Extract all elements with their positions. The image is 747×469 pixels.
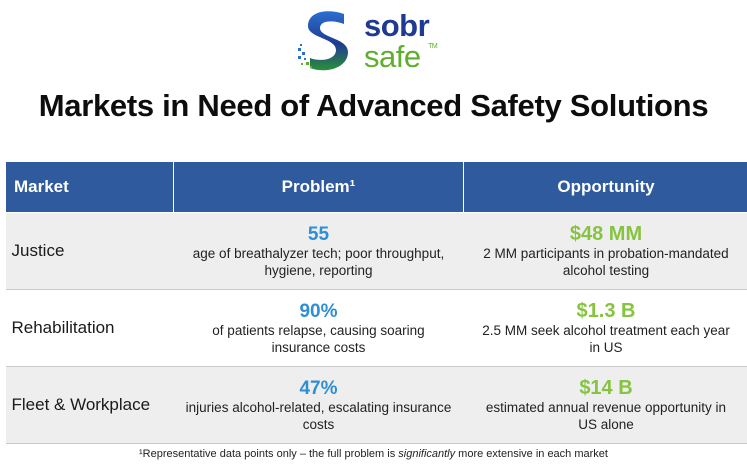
logo-word-safe-text: safe — [364, 39, 421, 74]
problem-description: age of breathalyzer tech; poor throughpu… — [192, 245, 445, 278]
markets-table: Market Problem¹ Opportunity Justice 55 a… — [5, 161, 747, 444]
footnote-emphasis: significantly — [398, 448, 456, 460]
opportunity-stat: $1.3 B — [576, 300, 636, 322]
logo-word-sobr: sobr — [364, 8, 430, 43]
opportunity-stat: $48 MM — [569, 223, 643, 245]
opportunity-description: estimated annual revenue opportunity in … — [485, 400, 727, 432]
opportunity-cell: $48 MM 2 MM participants in probation-ma… — [463, 212, 747, 290]
opportunity-stat: $14 B — [579, 377, 633, 399]
logo-wordmark: sobr safe TM — [364, 8, 438, 74]
problem-stat: 47% — [299, 377, 338, 399]
footnote: ¹Representative data points only – the f… — [0, 448, 747, 460]
problem-description: injuries alcohol-related, escalating ins… — [185, 399, 452, 432]
problem-stat: 55 — [307, 223, 330, 245]
opportunity-cell: $14 B estimated annual revenue opportuni… — [463, 366, 747, 444]
table-row: Justice 55 age of breathalyzer tech; poo… — [5, 212, 747, 290]
header-opportunity: Opportunity — [463, 161, 747, 213]
problem-description: of patients relapse, causing soaring ins… — [212, 322, 425, 355]
opportunity-description: 2 MM participants in probation-mandated … — [483, 246, 729, 278]
problem-cell: 90% of patients relapse, causing soaring… — [173, 289, 464, 367]
header-problem: Problem¹ — [173, 161, 464, 213]
table-row: Fleet & Workplace 47% injuries alcohol-r… — [5, 366, 747, 444]
header-market: Market — [5, 161, 174, 213]
problem-cell: 47% injuries alcohol-related, escalating… — [173, 366, 464, 444]
market-cell: Justice — [5, 212, 174, 290]
table-header-row: Market Problem¹ Opportunity — [5, 161, 747, 213]
problem-stat: 90% — [299, 300, 338, 322]
logo-s-mark-icon — [298, 11, 348, 71]
page-title: Markets in Need of Advanced Safety Solut… — [38, 88, 709, 123]
opportunity-description: 2.5 MM seek alcohol treatment each year … — [482, 323, 730, 355]
market-cell: Fleet & Workplace — [5, 366, 174, 444]
market-cell: Rehabilitation — [5, 289, 174, 367]
trademark-mark: TM — [428, 43, 438, 50]
table-row: Rehabilitation 90% of patients relapse, … — [5, 289, 747, 367]
logo-word-safe: safe TM — [364, 39, 438, 74]
opportunity-cell: $1.3 B 2.5 MM seek alcohol treatment eac… — [463, 289, 747, 367]
problem-cell: 55 age of breathalyzer tech; poor throug… — [173, 212, 464, 290]
footnote-text-after: more extensive in each market — [455, 448, 608, 460]
sobrsafe-logo: sobr safe TM — [296, 6, 446, 76]
footnote-text-before: ¹Representative data points only – the f… — [139, 448, 399, 460]
